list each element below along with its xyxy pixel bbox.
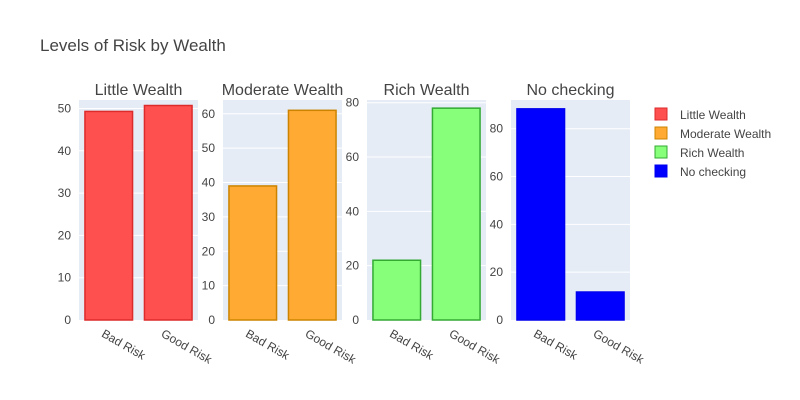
legend-swatch (654, 164, 668, 178)
subplot-title: No checking (526, 82, 614, 99)
subplot-title: Moderate Wealth (222, 82, 344, 99)
legend-item[interactable]: Moderate Wealth (654, 126, 771, 141)
subplots: 0 10 20 30 40 50 Little Wealth Bad Risk Good Ris… (58, 82, 647, 367)
x-tick-label: Bad Risk (243, 326, 292, 363)
y-tick-label: 0 (64, 313, 71, 327)
x-tick-label: Good Risk (447, 326, 503, 367)
y-tick-label: 60 (490, 170, 504, 184)
x-tick-label: Bad Risk (387, 326, 436, 363)
x-tick-label: Good Risk (591, 326, 647, 367)
bar[interactable] (143, 104, 193, 321)
y-tick-label: 50 (202, 141, 216, 155)
y-tick-label: 0 (208, 313, 215, 327)
bar[interactable] (516, 108, 566, 321)
subplot-0: 0 10 20 30 40 50 Little Wealth Bad Risk Good Ris… (58, 82, 215, 367)
legend: Little Wealth Moderate Wealth Rich Wealth N… (654, 107, 771, 179)
legend-swatch (654, 126, 668, 140)
y-tick-label: 10 (202, 279, 216, 293)
x-tick-label: Good Risk (159, 326, 215, 367)
bar[interactable] (575, 291, 625, 321)
legend-swatch (654, 107, 668, 121)
legend-item[interactable]: Rich Wealth (654, 145, 744, 160)
y-tick-label: 30 (58, 186, 72, 200)
y-tick-label: 10 (58, 271, 72, 285)
x-tick-label: Bad Risk (531, 326, 580, 363)
y-tick-label: 20 (346, 259, 360, 273)
legend-item[interactable]: Little Wealth (654, 107, 746, 122)
legend-label: No checking (680, 165, 746, 179)
y-tick-label: 40 (58, 144, 72, 158)
bar[interactable] (372, 259, 422, 321)
legend-swatch (654, 145, 668, 159)
y-tick-label: 20 (202, 244, 216, 258)
subplot-3: 0 20 40 60 80 No checking Bad Risk Good Risk (490, 82, 647, 367)
subplot-1: 0 10 20 30 40 50 60 Moderate Wealth Bad Risk Good… (202, 82, 359, 367)
y-tick-label: 60 (202, 107, 216, 121)
y-tick-label: 30 (202, 210, 216, 224)
bar[interactable] (431, 107, 481, 321)
bar[interactable] (84, 110, 134, 321)
bar[interactable] (228, 185, 278, 321)
legend-label: Little Wealth (680, 108, 746, 122)
y-tick-label: 20 (490, 265, 504, 279)
subplot-title: Rich Wealth (384, 82, 470, 99)
legend-item[interactable]: No checking (654, 164, 746, 179)
x-tick-label: Good Risk (303, 326, 359, 367)
legend-label: Rich Wealth (680, 146, 744, 160)
y-tick-label: 60 (346, 150, 360, 164)
bar[interactable] (287, 109, 337, 321)
y-tick-label: 0 (352, 313, 359, 327)
y-tick-label: 50 (58, 101, 72, 115)
legend-label: Moderate Wealth (680, 127, 771, 141)
y-tick-label: 20 (58, 228, 72, 242)
x-tick-label: Bad Risk (99, 326, 148, 363)
subplot-title: Little Wealth (95, 82, 183, 99)
chart-title: Levels of Risk by Wealth (40, 36, 226, 55)
y-tick-label: 40 (346, 204, 360, 218)
y-tick-label: 40 (490, 217, 504, 231)
y-tick-label: 80 (490, 122, 504, 136)
y-tick-label: 40 (202, 176, 216, 190)
subplot-2: 0 20 40 60 80 Rich Wealth Bad Risk Good Risk (346, 82, 503, 367)
y-tick-label: 0 (496, 313, 503, 327)
y-tick-label: 80 (346, 96, 360, 110)
